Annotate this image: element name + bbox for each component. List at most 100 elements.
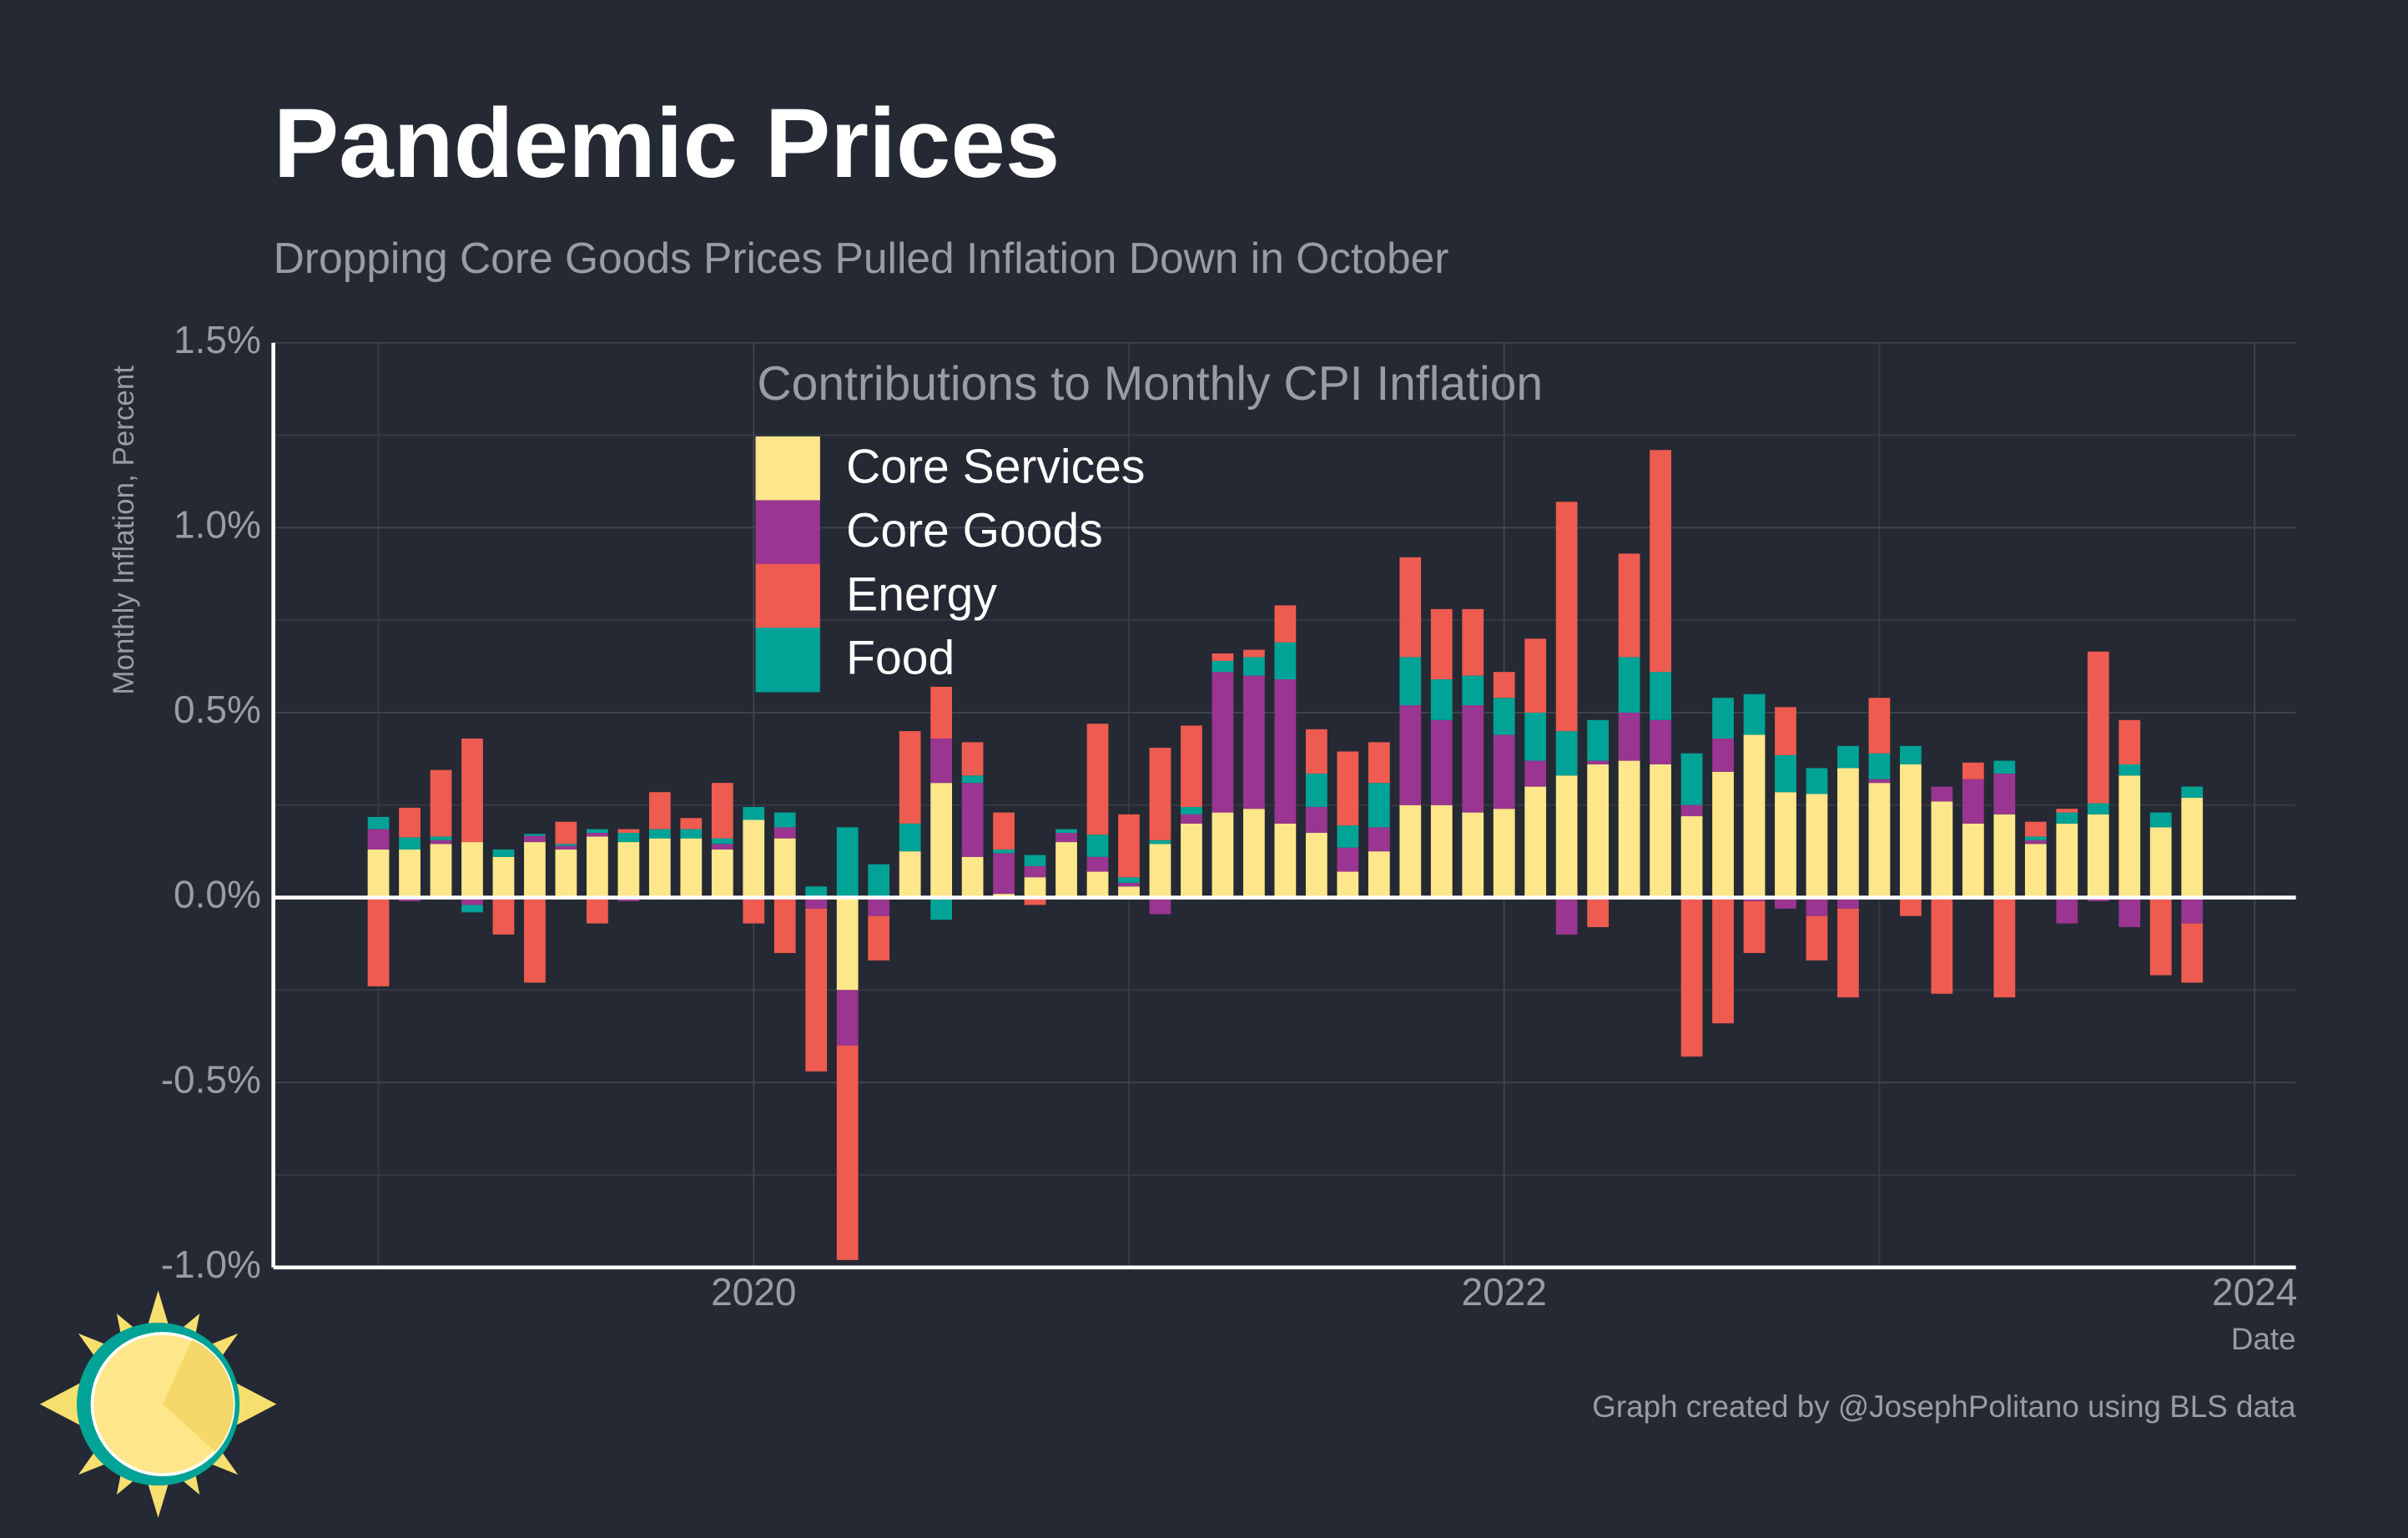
bar-segment: [930, 738, 953, 784]
bar-segment: [711, 783, 733, 839]
bar-segment: [2149, 812, 2172, 828]
bar-segment: [1680, 804, 1703, 817]
bar-segment: [430, 840, 452, 845]
bar-segment: [1399, 804, 1422, 898]
bar-segment: [1212, 660, 1234, 673]
bar-segment: [586, 897, 608, 924]
x-tick-label: 2022: [1462, 1270, 1547, 1314]
bar-segment: [1931, 801, 1953, 898]
bar-segment: [899, 851, 921, 898]
bar-segment: [2149, 897, 2172, 976]
bar-segment: [1650, 450, 1671, 673]
bar-segment: [1680, 816, 1703, 898]
bar-segment: [805, 886, 828, 898]
bar-segment: [367, 897, 390, 986]
bar-segment: [1368, 742, 1390, 784]
bar-segment: [1618, 553, 1640, 658]
bar-segment: [2056, 897, 2078, 924]
bar-segment: [555, 849, 577, 898]
bar-segment: [1086, 724, 1109, 835]
bar-segment: [617, 842, 640, 898]
bar-segment: [1806, 897, 1828, 916]
bar-segment: [1274, 642, 1297, 680]
bar-segment: [1462, 812, 1484, 898]
bar-segment: [1181, 823, 1202, 898]
bar-segment: [1587, 897, 1610, 928]
bar-segment: [1587, 719, 1610, 761]
bar-segment: [1555, 502, 1578, 732]
bar-segment: [1055, 832, 1077, 843]
bar-segment: [524, 834, 546, 836]
bar-segment: [1493, 698, 1515, 735]
bar-segment: [555, 845, 577, 850]
bar-segment: [1993, 814, 2016, 898]
bar-segment: [648, 792, 671, 830]
bar-segment: [711, 838, 733, 845]
bar-segment: [1430, 679, 1453, 720]
bar-segment: [1993, 760, 2016, 774]
bar-segment: [586, 832, 608, 837]
bar-segment: [1149, 897, 1171, 915]
bar-segment: [1868, 783, 1891, 898]
bar-segment: [1305, 806, 1327, 833]
bar-segment: [1086, 856, 1109, 872]
bar-segment: [2087, 651, 2109, 804]
bar-segment: [773, 897, 796, 954]
bar-segment: [1024, 877, 1046, 898]
bar-segment: [1618, 657, 1640, 713]
legend-label: Core Services: [846, 441, 1145, 494]
bar-segment: [1368, 827, 1390, 852]
legend-swatch: [755, 436, 820, 502]
y-tick-label: 0.0%: [174, 873, 261, 916]
bar-segment: [899, 731, 921, 824]
bar-segment: [1931, 786, 1953, 802]
bar-segment: [2181, 786, 2204, 798]
bar-segment: [492, 897, 515, 935]
bar-segment: [648, 829, 671, 839]
bar-segment: [1650, 719, 1671, 765]
y-tick-label: -1.0%: [161, 1243, 261, 1286]
bar-segment: [1900, 897, 1922, 916]
bar-segment: [1618, 760, 1640, 898]
bar-segment: [2181, 923, 2204, 983]
bar-segment: [1118, 877, 1140, 883]
bar-segment: [1212, 812, 1234, 898]
bar-segment: [367, 829, 390, 850]
bar-segment: [1368, 851, 1390, 898]
bar-segment: [743, 819, 765, 898]
bar-segment: [1493, 734, 1515, 809]
bar-segment: [492, 856, 515, 898]
y-tick-label: -0.5%: [161, 1057, 261, 1101]
bar-segment: [1806, 915, 1828, 961]
legend-swatch: [755, 563, 820, 629]
bar-segment: [680, 829, 703, 839]
bar-segment: [1806, 768, 1828, 794]
bar-segment: [367, 849, 390, 898]
bar-segment: [1712, 771, 1734, 898]
bar-segment: [1680, 897, 1703, 1057]
y-tick-label: 1.5%: [174, 318, 261, 361]
bar-segment: [1493, 809, 1515, 898]
bar-segment: [1430, 719, 1453, 805]
y-axis-label: Monthly Inflation, Percent: [108, 366, 140, 695]
bar-segment: [2024, 836, 2047, 840]
bar-segment: [868, 915, 890, 961]
x-tick-label: 2020: [711, 1270, 796, 1314]
bar-segment: [1243, 809, 1265, 898]
bar-segment: [868, 897, 890, 916]
bar-segment: [1775, 792, 1796, 898]
legend-label: Core Goods: [846, 504, 1103, 557]
bar-segment: [1524, 712, 1547, 761]
bar-segment: [1181, 725, 1202, 807]
bar-segment: [2087, 803, 2109, 814]
legend-label: Food: [846, 632, 955, 685]
x-tick-label: 2024: [2212, 1270, 2297, 1314]
bar-segment: [2056, 823, 2078, 898]
bar-segment: [1274, 679, 1297, 824]
bar-segment: [367, 816, 390, 830]
bar-segment: [1118, 814, 1140, 878]
bar-segment: [1274, 823, 1297, 898]
bar-segment: [555, 844, 577, 846]
bar-segment: [1086, 871, 1109, 898]
bar-segment: [2024, 844, 2047, 898]
